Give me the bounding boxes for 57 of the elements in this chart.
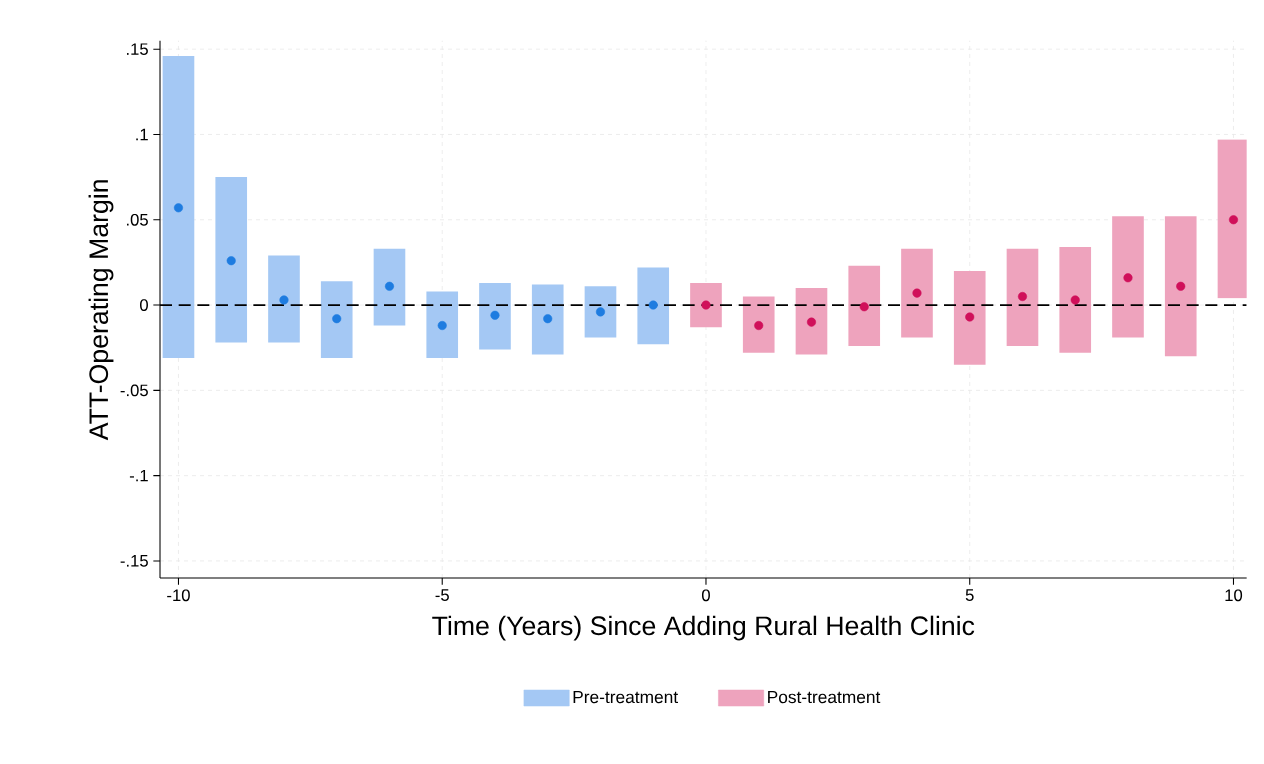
bar [1006,248,1039,346]
bar [584,286,617,338]
x-axis-title: Time (Years) Since Adding Rural Health Clinic [432,615,975,641]
y-tick-label: 0 [140,299,148,311]
point [384,281,395,291]
x-tick-label: 0 [701,589,710,602]
point [1123,273,1133,283]
point [859,302,869,312]
point [754,320,764,331]
bar [162,56,195,358]
point [1070,295,1080,305]
legend-label: Post-treatment [768,691,881,704]
bar [901,248,933,338]
bar [479,282,511,350]
point [1017,291,1028,302]
y-axis-title: ATT-Operating Margin [88,180,114,441]
bar [373,248,406,326]
x-tick-label: -5 [435,589,449,601]
bar [742,296,775,353]
point [490,310,500,320]
bar [690,282,722,328]
y-tick-label: -.15 [120,555,148,567]
x-tick-label: 10 [1225,589,1243,602]
point [437,320,447,331]
x-tick-label: -10 [167,589,190,602]
point [332,314,342,324]
point [806,317,817,327]
bar [953,270,986,365]
bar [320,281,353,358]
legend-label: Pre-treatment [573,691,679,704]
point [279,295,289,305]
point [1176,281,1186,291]
y-tick-label: -.05 [120,384,148,397]
point [226,256,236,266]
bar [1112,216,1144,338]
point [595,307,606,317]
point [912,288,922,298]
point [543,314,553,324]
bar [1059,247,1092,353]
y-tick-label: -.1 [129,469,148,482]
bar [848,265,881,346]
point [701,300,711,310]
bar [531,284,564,355]
point [173,203,184,213]
y-tick-label: .15 [126,43,148,55]
point [1228,215,1239,225]
point [965,312,975,322]
bar [215,177,248,343]
bar [795,288,828,355]
bar [268,255,300,343]
bar [637,267,670,345]
x-tick-label: 5 [965,589,974,601]
bar [1164,216,1197,357]
point [648,300,658,310]
y-tick-label: .1 [136,128,148,141]
y-tick-label: .05 [126,213,148,226]
bar [426,291,459,358]
